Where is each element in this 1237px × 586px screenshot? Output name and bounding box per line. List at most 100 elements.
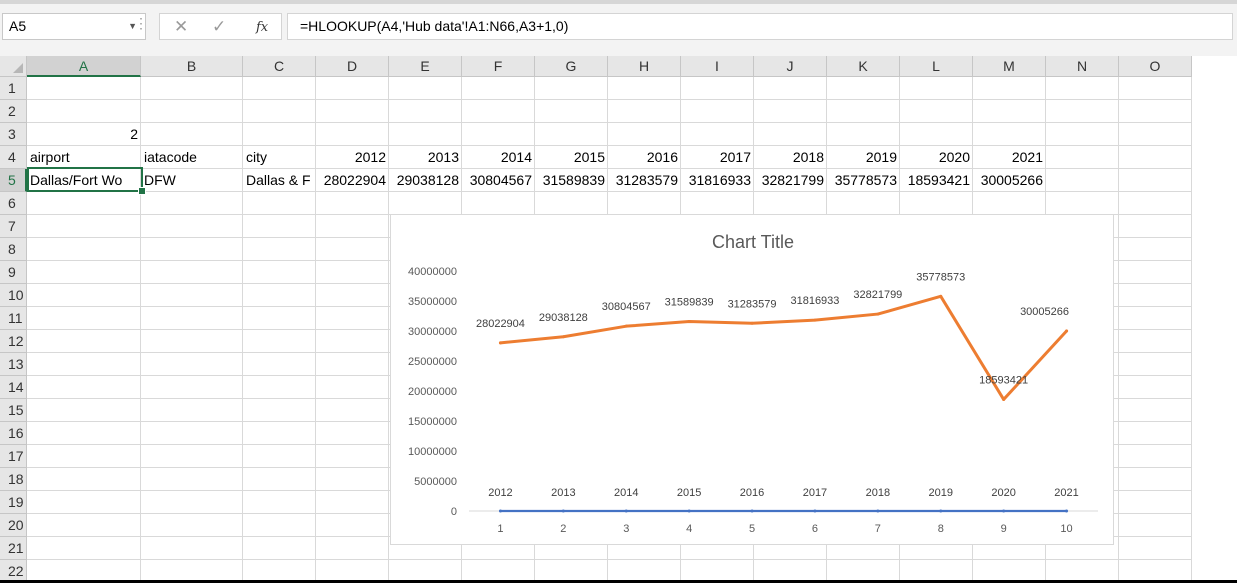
cell-j1[interactable] [754,77,827,100]
cell-o1[interactable] [1119,77,1192,100]
cell-i4[interactable] [681,146,754,169]
row-header-10[interactable]: 10 [0,284,27,307]
cell-k3[interactable] [827,123,900,146]
cell-o14[interactable] [1119,376,1192,399]
cell-d16[interactable] [316,422,389,445]
cell-l3[interactable] [900,123,973,146]
cell-c4[interactable] [243,146,316,169]
cell-e5[interactable] [389,169,462,192]
cell-g3[interactable] [535,123,608,146]
cell-e4[interactable] [389,146,462,169]
cell-i6[interactable] [681,192,754,215]
cell-c17[interactable] [243,445,316,468]
row-header-21[interactable]: 21 [0,537,27,560]
cell-d18[interactable] [316,468,389,491]
cell-g1[interactable] [535,77,608,100]
cell-o8[interactable] [1119,238,1192,261]
row-header-1[interactable]: 1 [0,77,27,100]
cell-b20[interactable] [141,514,243,537]
cell-o12[interactable] [1119,330,1192,353]
cell-d11[interactable] [316,307,389,330]
row-header-20[interactable]: 20 [0,514,27,537]
cell-a11[interactable] [27,307,141,330]
cell-l1[interactable] [900,77,973,100]
cell-a17[interactable] [27,445,141,468]
cell-a3[interactable] [27,123,141,146]
cell-h2[interactable] [608,100,681,123]
row-header-18[interactable]: 18 [0,468,27,491]
cell-c3[interactable] [243,123,316,146]
cell-a18[interactable] [27,468,141,491]
cell-o3[interactable] [1119,123,1192,146]
cell-d3[interactable] [316,123,389,146]
column-header-c[interactable]: C [243,56,316,77]
cell-a15[interactable] [27,399,141,422]
column-header-j[interactable]: J [754,56,827,77]
cell-d10[interactable] [316,284,389,307]
cell-c18[interactable] [243,468,316,491]
cell-c20[interactable] [243,514,316,537]
cell-c9[interactable] [243,261,316,284]
cell-d6[interactable] [316,192,389,215]
cell-c12[interactable] [243,330,316,353]
cell-d13[interactable] [316,353,389,376]
cell-a8[interactable] [27,238,141,261]
cell-a12[interactable] [27,330,141,353]
cell-f2[interactable] [462,100,535,123]
cell-g4[interactable] [535,146,608,169]
cell-i2[interactable] [681,100,754,123]
cell-c21[interactable] [243,537,316,560]
cell-c16[interactable] [243,422,316,445]
row-header-3[interactable]: 3 [0,123,27,146]
cell-k4[interactable] [827,146,900,169]
cell-c13[interactable] [243,353,316,376]
cell-o4[interactable] [1119,146,1192,169]
row-header-13[interactable]: 13 [0,353,27,376]
cell-a16[interactable] [27,422,141,445]
cell-o19[interactable] [1119,491,1192,514]
cell-l2[interactable] [900,100,973,123]
cell-m6[interactable] [973,192,1046,215]
column-header-k[interactable]: K [827,56,900,77]
cell-d15[interactable] [316,399,389,422]
cell-c10[interactable] [243,284,316,307]
cell-k2[interactable] [827,100,900,123]
cell-d1[interactable] [316,77,389,100]
cell-a19[interactable] [27,491,141,514]
row-header-6[interactable]: 6 [0,192,27,215]
cell-b16[interactable] [141,422,243,445]
cell-b3[interactable] [141,123,243,146]
column-header-o[interactable]: O [1119,56,1192,77]
cell-c11[interactable] [243,307,316,330]
cell-b6[interactable] [141,192,243,215]
fill-handle[interactable] [138,187,146,195]
cell-l6[interactable] [900,192,973,215]
cell-m5[interactable] [973,169,1046,192]
row-header-8[interactable]: 8 [0,238,27,261]
cell-o20[interactable] [1119,514,1192,537]
cell-j3[interactable] [754,123,827,146]
cell-a20[interactable] [27,514,141,537]
cell-b4[interactable] [141,146,243,169]
cell-c2[interactable] [243,100,316,123]
cell-a1[interactable] [27,77,141,100]
cell-l4[interactable] [900,146,973,169]
cell-b11[interactable] [141,307,243,330]
cell-i5[interactable] [681,169,754,192]
cell-n6[interactable] [1046,192,1119,215]
cell-o10[interactable] [1119,284,1192,307]
cell-c8[interactable] [243,238,316,261]
cell-c7[interactable] [243,215,316,238]
cell-f5[interactable] [462,169,535,192]
column-header-i[interactable]: I [681,56,754,77]
cell-b12[interactable] [141,330,243,353]
cell-i1[interactable] [681,77,754,100]
cell-b13[interactable] [141,353,243,376]
select-all-corner[interactable] [0,56,27,77]
cell-b18[interactable] [141,468,243,491]
cell-d14[interactable] [316,376,389,399]
cell-j6[interactable] [754,192,827,215]
row-header-16[interactable]: 16 [0,422,27,445]
close-icon[interactable]: ✕ [174,17,189,36]
cell-b10[interactable] [141,284,243,307]
